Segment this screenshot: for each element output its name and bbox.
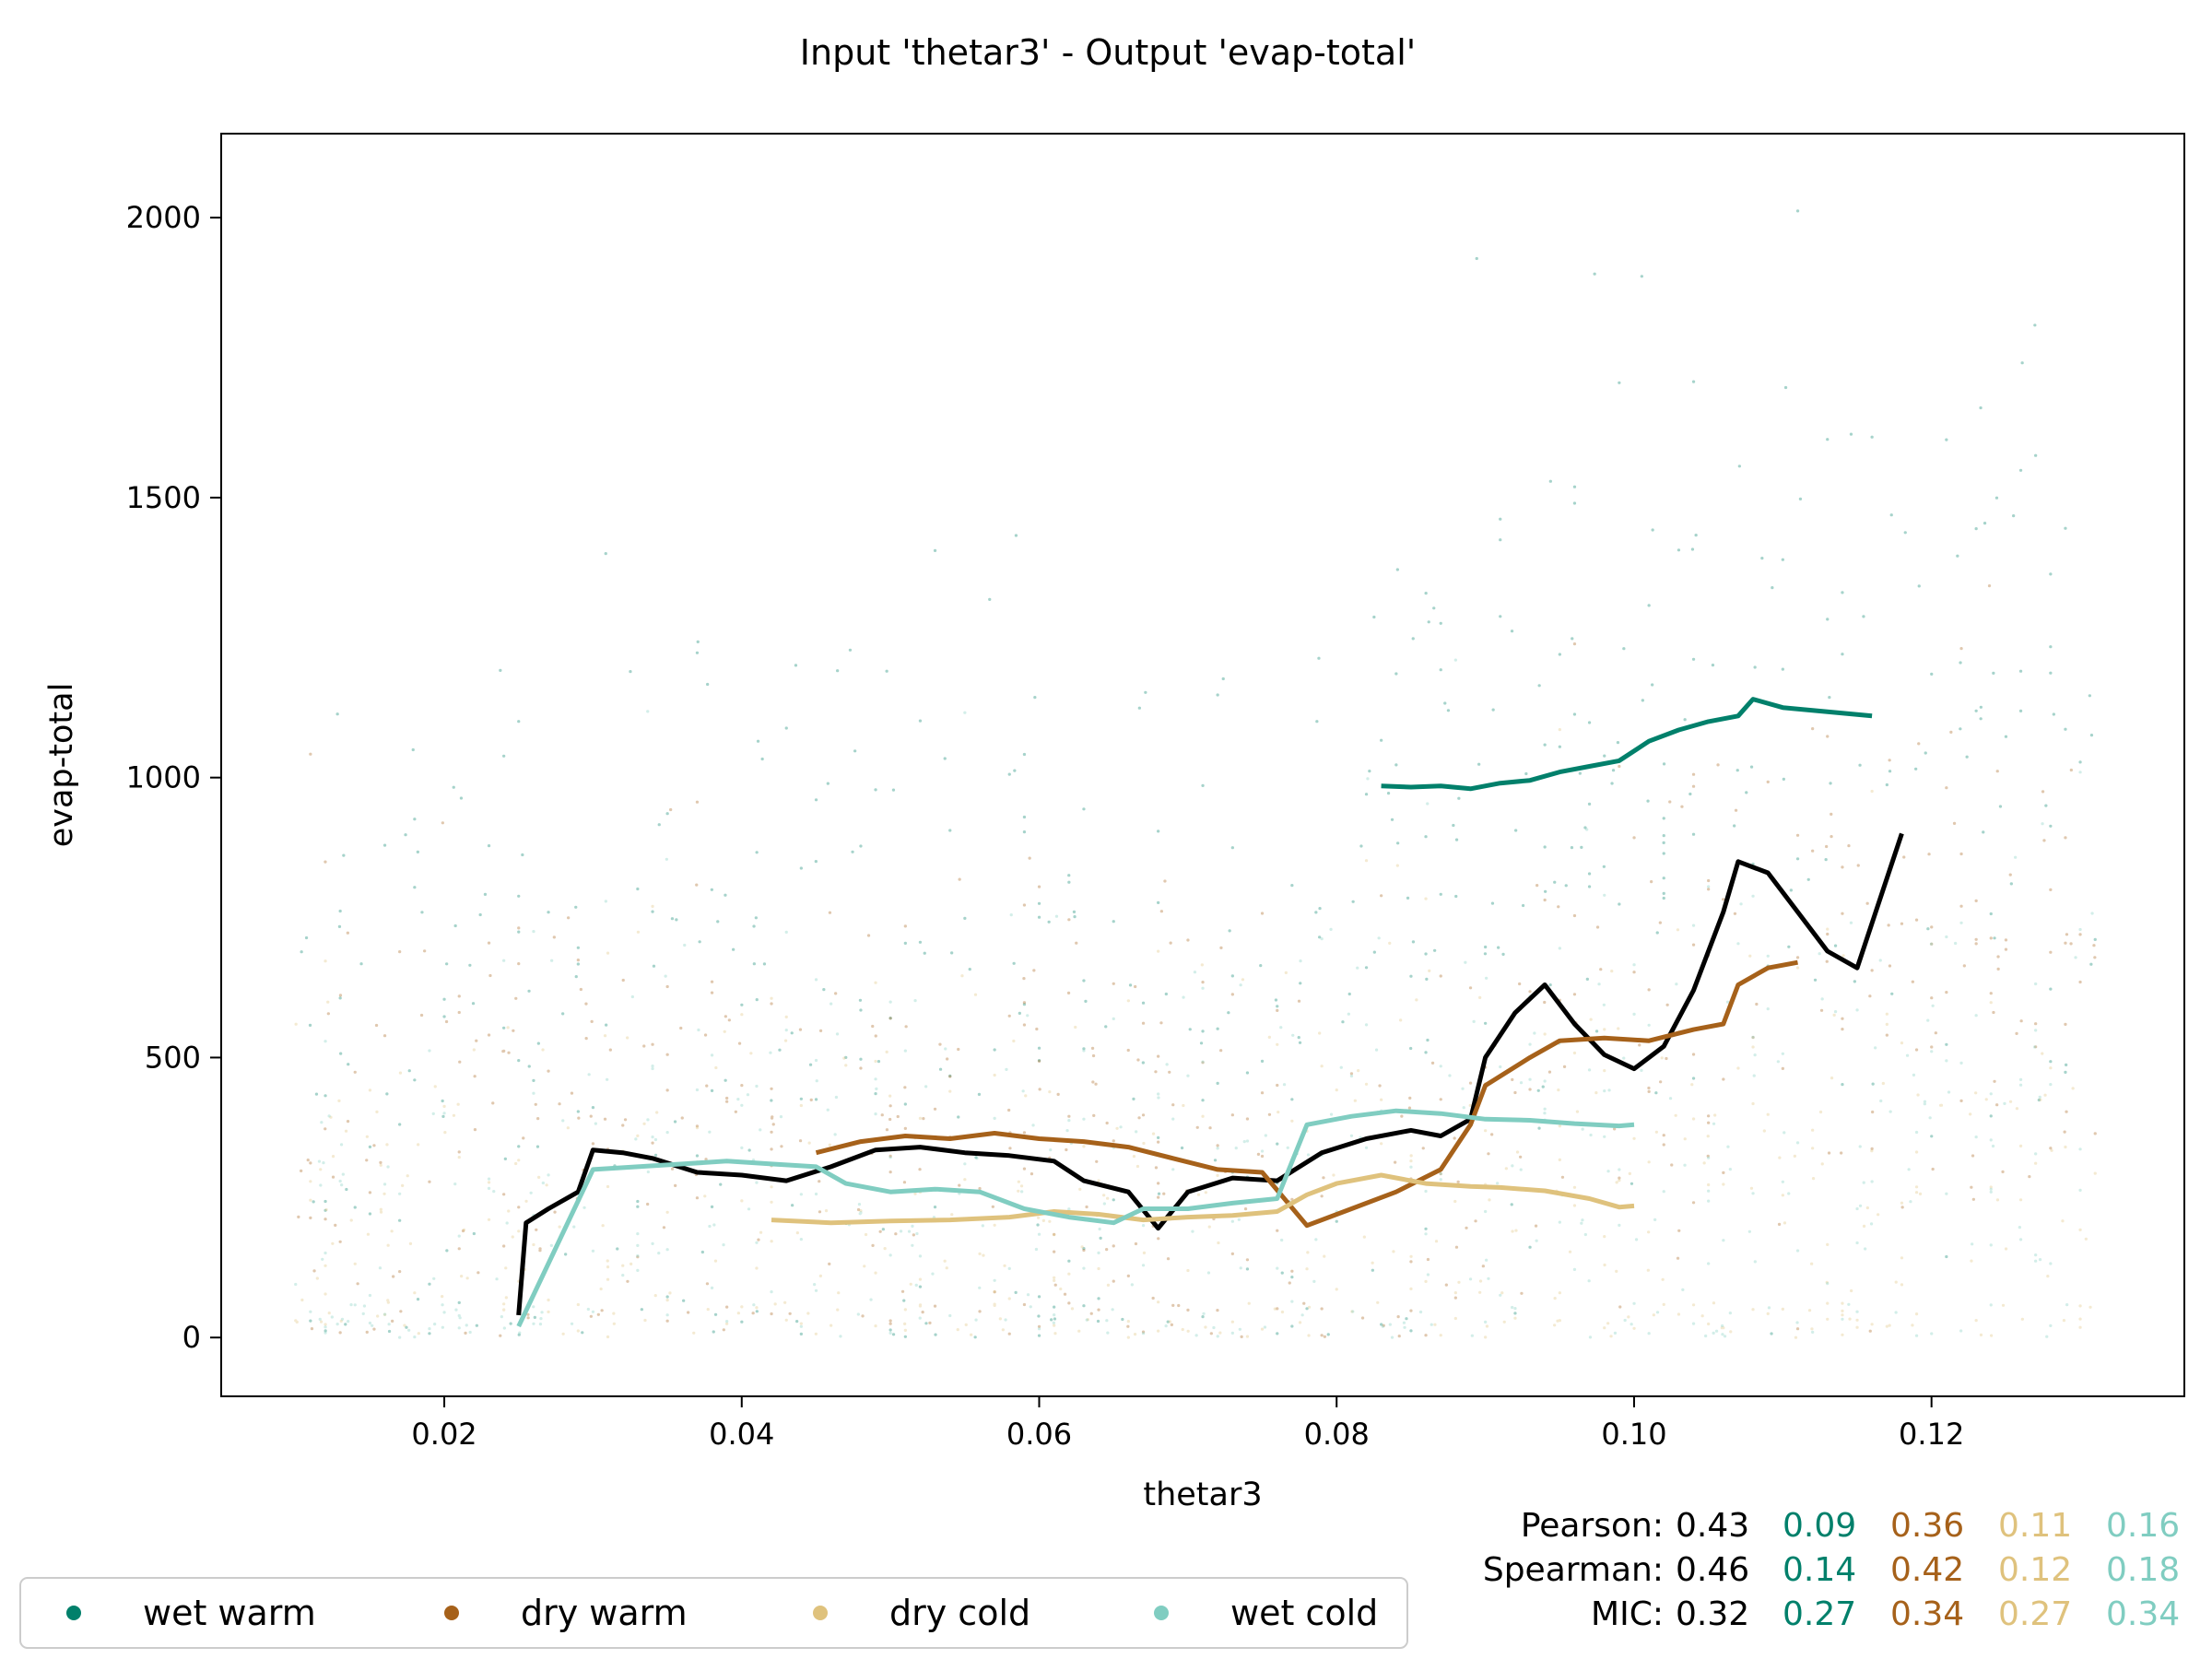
x-tick-label: 0.02 (411, 1417, 477, 1452)
x-tick-label: 0.12 (1899, 1417, 1964, 1452)
correlation-stats: Pearson: 0.43 0.09 0.36 0.11 0.16 Spearman: 0.4… (1483, 1507, 2180, 1633)
stat-value: 0.09 (1783, 1507, 1856, 1545)
scatter-cloud (297, 584, 2097, 1338)
stat-value: 0.43 (1676, 1507, 1749, 1545)
y-axis-ticks: 0 500 1000 1500 2000 (126, 200, 221, 1355)
y-tick-label: 2000 (126, 200, 201, 235)
stat-label: MIC: (1591, 1595, 1664, 1633)
legend-marker (813, 1606, 828, 1620)
legend: wet warm dry warm dry cold wet cold (19, 1577, 1408, 1649)
scatter-cloud (294, 728, 2097, 1339)
stat-label: Pearson: (1521, 1507, 1664, 1545)
y-tick-label: 1500 (126, 480, 201, 515)
stat-value: 0.36 (1890, 1507, 1964, 1545)
trend-lines (516, 697, 1904, 1328)
stat-value: 0.42 (1890, 1551, 1964, 1589)
legend-label: wet cold (1230, 1593, 1378, 1633)
scatter-cloud (294, 658, 2094, 1339)
stat-value: 0.34 (2106, 1595, 2180, 1633)
trend-line-all (516, 832, 1904, 1316)
legend-label: wet warm (143, 1593, 316, 1633)
chart-title: Input 'thetar3' - Output 'evap-total' (800, 32, 1416, 73)
trend-line-dry-cold (771, 1172, 1635, 1226)
stat-value: 0.32 (1676, 1595, 1749, 1633)
legend-marker (444, 1606, 459, 1620)
trend-line-wet-warm (1381, 697, 1873, 792)
x-tick-label: 0.10 (1601, 1417, 1666, 1452)
stat-value: 0.12 (1998, 1551, 2072, 1589)
scatter-points (294, 209, 2097, 1339)
legend-marker (66, 1606, 81, 1620)
stat-value: 0.11 (1998, 1507, 2072, 1545)
legend-label: dry cold (889, 1593, 1030, 1633)
legend-box (19, 1577, 1408, 1649)
y-tick-label: 500 (145, 1040, 201, 1075)
stat-label: Spearman: (1483, 1551, 1664, 1589)
stat-value: 0.46 (1676, 1551, 1749, 1589)
stat-value: 0.18 (2106, 1551, 2180, 1589)
x-axis-ticks: 0.02 0.04 0.06 0.08 0.10 0.12 (411, 1396, 1964, 1452)
y-axis-label: evap-total (43, 683, 80, 848)
stat-value: 0.16 (2106, 1507, 2180, 1545)
stat-value: 0.34 (1890, 1595, 1964, 1633)
x-axis-label: thetar3 (1143, 1477, 1262, 1513)
x-tick-label: 0.08 (1304, 1417, 1370, 1452)
stat-value: 0.27 (1998, 1595, 2072, 1633)
trend-line-dry-warm (815, 959, 1798, 1229)
legend-marker (1154, 1606, 1169, 1620)
y-tick-label: 0 (182, 1320, 201, 1355)
x-tick-label: 0.04 (709, 1417, 774, 1452)
y-tick-label: 1000 (126, 760, 201, 795)
stat-value: 0.14 (1783, 1551, 1856, 1589)
scatter-cloud (300, 209, 2097, 1339)
trend-line-wet-cold (516, 1108, 1635, 1328)
x-tick-label: 0.06 (1006, 1417, 1072, 1452)
plot-frame (220, 133, 2185, 1397)
stat-value: 0.27 (1783, 1595, 1856, 1633)
legend-label: dry warm (521, 1593, 688, 1633)
